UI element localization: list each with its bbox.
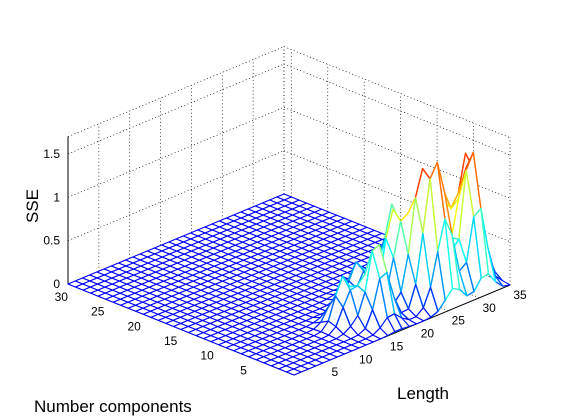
z-tick-label: 1 [53, 190, 60, 204]
x-tick-label: 15 [390, 339, 404, 353]
z-tick-label: 0.5 [43, 234, 60, 248]
z-tick-label: 0 [53, 277, 60, 291]
tick-labels: 0 0.5 1 1.5 5 10 15 20 25 30 35 5 10 15 20 25 30 [43, 147, 527, 379]
x-tick-label: 25 [452, 314, 466, 328]
y-tick-label: 5 [240, 363, 247, 377]
z-axis-label: SSE [23, 189, 42, 223]
surface-mesh [67, 151, 511, 376]
x-tick-label: 30 [482, 301, 496, 315]
y-tick-label: 15 [164, 334, 178, 348]
x-axis-label: Length [397, 384, 449, 403]
x-tick-label: 20 [421, 327, 435, 341]
grid-line [67, 107, 285, 198]
y-tick-label: 30 [55, 290, 69, 304]
y-tick-label: 10 [200, 349, 214, 363]
y-tick-label: 25 [91, 305, 105, 319]
grid-line [283, 46, 511, 138]
x-tick-label: 35 [513, 288, 527, 302]
grid-line [67, 63, 285, 155]
grid-line [67, 46, 285, 137]
y-axis-label: Number components [34, 397, 192, 416]
surface-patch [285, 368, 302, 376]
x-tick-label: 5 [332, 365, 339, 379]
y-tick-label: 20 [128, 319, 142, 333]
grid-line [67, 150, 285, 241]
grid-line [283, 63, 511, 156]
x-tick-label: 10 [359, 352, 373, 366]
z-tick-label: 1.5 [43, 147, 60, 161]
